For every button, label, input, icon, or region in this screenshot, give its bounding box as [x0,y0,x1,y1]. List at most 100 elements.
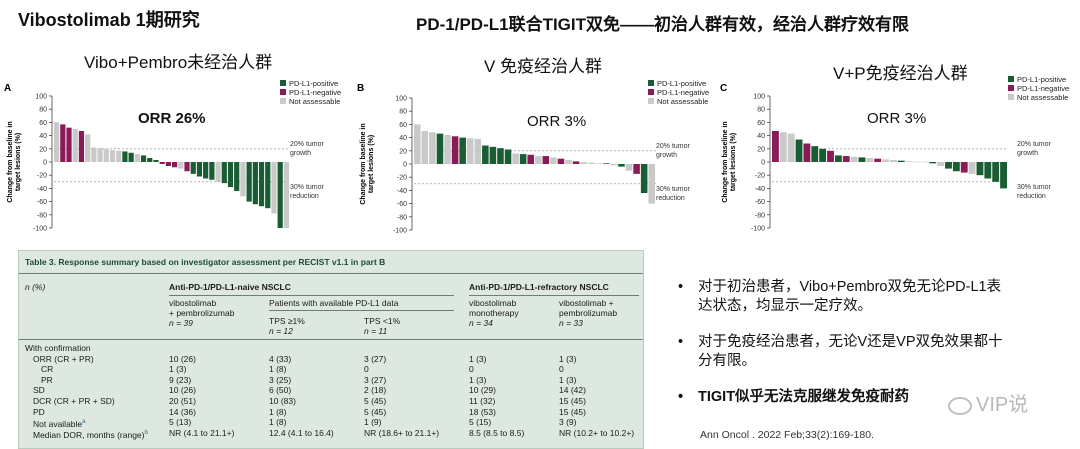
waterfall-bar [227,162,234,188]
legend-label: PD-L1-positive [289,79,338,88]
table-cell: 3 (25) [269,374,292,385]
waterfall-bar [937,162,945,166]
waterfall-bar [489,146,497,164]
table-cell: 14 (36) [169,406,196,417]
waterfall-bar [91,147,97,162]
col1-line2: + pembrolizumab [169,308,235,318]
waterfall-bar [827,150,834,162]
waterfall-bar [444,134,451,164]
y-tick-label: 0 [761,160,765,167]
panel-c-caption: V+P免疫经治人群 [833,64,968,83]
waterfall-bar [905,161,913,162]
waterfall-bar [122,151,128,162]
ref-label-growth: growth [1017,150,1038,157]
waterfall-bar [66,127,72,162]
legend-swatch [648,89,654,95]
waterfall-bar [165,162,171,166]
table-rule [169,295,454,296]
legend-label: PD-L1-negative [289,88,341,97]
col5-line2: pembrolizumab [559,308,618,318]
waterfall-bar [1000,162,1007,189]
col2-line1: TPS ≥1% [269,316,305,326]
ref-label-growth: 20% tumor [1017,141,1052,148]
waterfall-bar [984,162,992,179]
waterfall-bar [504,149,512,164]
ref-label-growth: 20% tumor [656,143,691,150]
waterfall-bar [633,164,640,174]
table-cell: NR (4.1 to 21.1+) [169,427,235,438]
table-cell: 10 (26) [169,353,196,364]
y-tick-label: -60 [37,199,47,206]
orr-label: ORR 3% [867,110,926,127]
y-tick-label: 0 [403,162,407,169]
waterfall-bar [795,139,803,162]
legend-label: Not assessable [289,97,340,106]
waterfall-bar [203,162,209,179]
bullet-item: • TIGIT似乎无法克服继发免疫耐药 [678,388,1008,407]
table-cell: 5 (15) [469,417,492,428]
table-group-naive: Anti-PD-1/PD-L1-naive NSCLC [169,282,291,292]
waterfall-bar [648,164,655,204]
slide-headline: PD-1/PD-L1联合TIGIT双免——初治人群有效，经治人群疗效有限 [416,15,910,34]
waterfall-bar [234,162,240,192]
waterfall-bar [803,143,811,162]
table-cell: 3 (9) [559,417,577,428]
table-cell: 1 (3) [559,374,577,385]
y-tick-label: 60 [39,120,47,127]
waterfall-bar [960,162,968,173]
waterfall-bar [60,124,66,162]
waterfall-bar [640,164,648,194]
y-tick-label: 20 [39,146,47,153]
waterfall-bar [550,157,557,164]
waterfall-bar [890,160,897,162]
panel-letter: A [4,83,11,94]
y-tick-label: 0 [43,160,47,167]
waterfall-bar [772,130,779,162]
legend-label: PD-L1-positive [657,79,706,88]
waterfall-bar [196,162,203,177]
waterfall-bar [874,158,882,162]
table-cell: 6 (50) [269,385,292,396]
waterfall-bar [519,154,527,164]
table-cell: 3 (27) [364,374,387,385]
waterfall-bar [277,162,283,228]
waterfall-bar [929,162,937,164]
col3-line2: n = 11 [364,326,388,336]
y-tick-label: 20 [399,148,407,155]
table-cell: 1 (8) [269,417,287,428]
table-cell: 3 (27) [364,353,387,364]
waterfall-bar [834,155,842,162]
ref-label-reduction: 30% tumor [1017,184,1052,191]
y-tick-label: -40 [397,188,407,195]
waterfall-bar [459,137,466,164]
table-cell: 15 (45) [559,406,586,417]
waterfall-bar [610,164,618,166]
table-rule [469,295,639,296]
table-cell: NR (10.2+ to 10.2+) [559,427,635,438]
y-tick-label: -60 [755,199,765,206]
waterfall-bar [497,148,504,164]
waterfall-bar [184,162,190,172]
panel-letter: B [357,83,364,94]
table-group-refractory: Anti-PD-1/PD-L1-refractory NSCLC [469,282,609,292]
y-tick-label: 80 [399,109,407,116]
table-row-label: CR [41,364,54,375]
col3-line1: TPS <1% [364,316,401,326]
waterfall-bar [153,160,159,162]
waterfall-bar [147,158,153,162]
waterfall-bar [811,146,819,162]
legend-label: PD-L1-negative [657,88,709,97]
waterfall-bar [103,148,109,162]
table-rule [19,339,643,340]
table-cell: 5 (45) [364,406,387,417]
legend-label: Not assessable [1017,93,1068,102]
waterfall-bar [209,162,215,180]
waterfall-bar [97,148,103,162]
waterfall-bar [215,162,221,182]
waterfall-bar [134,154,140,162]
legend-swatch [648,80,654,86]
table-cell: 11 (32) [469,396,496,406]
y-tick-label: 100 [395,96,407,103]
waterfall-bar [78,130,85,162]
y-tick-label: 60 [399,122,407,129]
